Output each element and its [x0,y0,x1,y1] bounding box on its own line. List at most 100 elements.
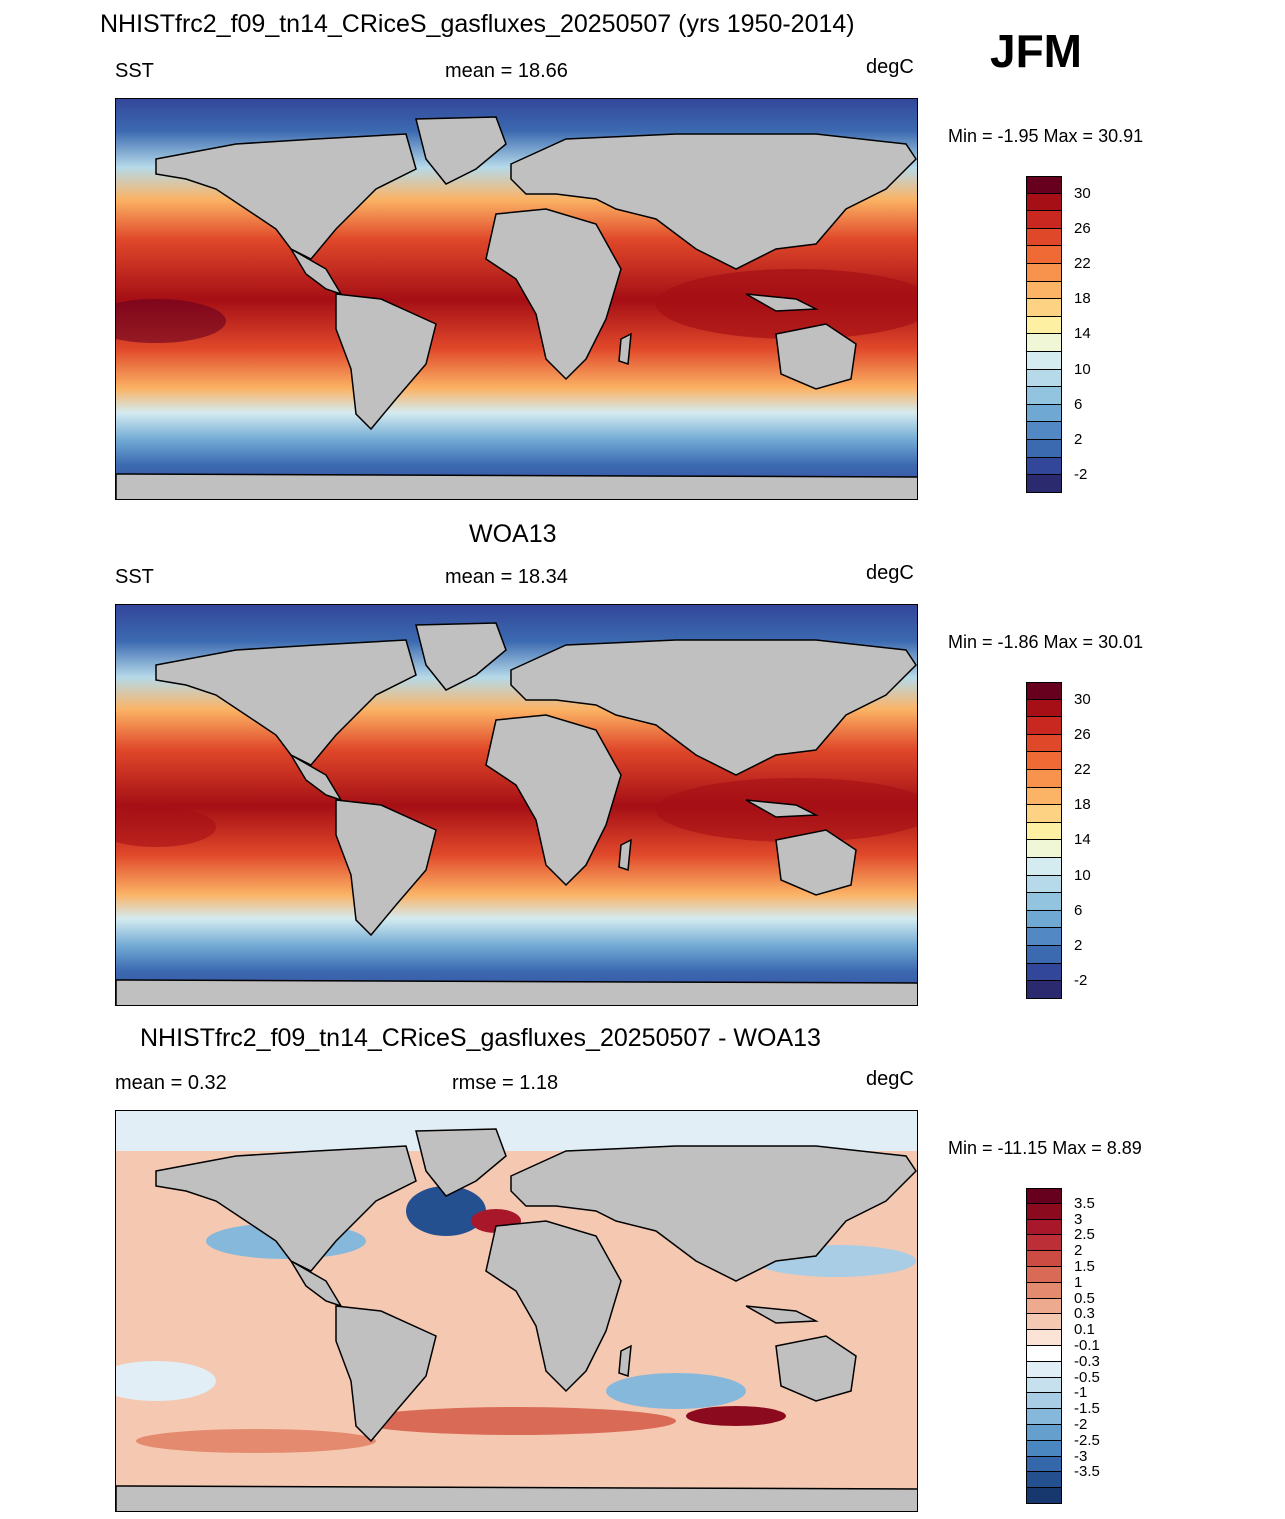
panel1-mean-label: mean = 18.66 [445,60,568,82]
landmass [116,473,917,499]
colorbar-swatch [1026,752,1062,770]
landmass [116,979,917,1005]
colorbar-swatch [1026,404,1062,423]
colorbar-swatch [1026,387,1062,405]
colorbar-swatch [1026,422,1062,440]
colorbar-swatch [1026,457,1062,476]
colorbar-tick-label: -1 [1074,1384,1088,1402]
landmass [335,1305,437,1443]
colorbar-tick-label: -0.5 [1074,1368,1100,1386]
landmass [415,116,507,185]
panel2-map [115,604,918,1006]
panel2-colorbar: 30 26 22 18 14 10 6 2 -2 [1026,682,1091,999]
colorbar-swatch [1026,1298,1062,1315]
colorbar-swatch [1026,1330,1062,1346]
colorbar-tick-label: 0.1 [1074,1321,1095,1339]
figure-title: NHISTfrc2_f09_tn14_CRiceS_gasfluxes_2025… [100,10,855,38]
panel3-rmse-label: rmse = 1.18 [452,1072,559,1094]
colorbar-swatch [1026,299,1062,317]
panel2-variable-label: SST [115,566,154,588]
colorbar-swatch [1026,1425,1062,1441]
colorbar-swatch [1026,193,1062,212]
colorbar-swatch [1026,910,1062,929]
panel1-units-label: degC [866,56,914,78]
landmass [485,714,622,887]
landmass [618,838,632,872]
colorbar-swatch [1026,717,1062,735]
colorbar-tick-label: 0.3 [1074,1305,1095,1323]
colorbar-swatch [1026,770,1062,788]
panel1-colorbar: 30 26 22 18 14 10 6 2 -2 [1026,176,1091,493]
season-label: JFM [990,25,1082,77]
colorbar-tick-label: -3.5 [1074,1463,1100,1481]
panel1-map-graphic [116,99,917,499]
colorbar-swatch [1026,1409,1062,1425]
panel1-min-max: Min = -1.95 Max = 30.91 [948,126,1144,146]
panel3-map-graphic [116,1111,917,1511]
panel2-map-graphic [116,605,917,1005]
colorbar-swatch [1026,875,1062,894]
colorbar-swatch [1026,1219,1062,1236]
colorbar-tick-label: -1.5 [1074,1400,1100,1418]
colorbar-tick-label: 30 [1074,184,1091,202]
colorbar-swatch [1026,682,1062,700]
landmass [335,799,437,937]
colorbar-tick-label: -0.3 [1074,1352,1100,1370]
colorbar-tick-label: 6 [1074,901,1083,919]
colorbar-tick-label: 18 [1074,796,1091,814]
colorbar-swatch [1026,928,1062,946]
colorbar-swatch [1026,734,1062,753]
colorbar-swatch [1026,946,1062,964]
colorbar-swatch [1026,176,1062,194]
colorbar-swatch [1026,699,1062,718]
colorbar-tick-label: 26 [1074,725,1091,743]
colorbar-tick-label: 2.5 [1074,1226,1095,1244]
colorbar-swatch [1026,440,1062,458]
landmass [775,829,857,896]
landmass [288,752,343,802]
colorbar-tick-label: 2 [1074,431,1083,448]
landmass [335,293,437,431]
colorbar-swatch [1026,1472,1062,1489]
colorbar-swatch [1026,1267,1062,1283]
colorbar-tick-label: 10 [1074,866,1091,884]
colorbar-swatch [1026,1456,1062,1473]
colorbar-tick-label: 18 [1074,290,1091,308]
colorbar-swatch [1026,1440,1062,1457]
colorbar-tick-label: 1.5 [1074,1258,1095,1275]
colorbar-swatch [1026,369,1062,388]
panel3-mean-label: mean = 0.32 [115,1072,227,1094]
landmass [288,246,343,296]
landmass [510,1145,917,1282]
landmass [155,133,417,260]
colorbar-tick-label: 10 [1074,360,1091,378]
colorbar-swatch [1026,822,1062,841]
colorbar-swatch [1026,1203,1062,1220]
landmass [415,622,507,691]
colorbar-tick-label: 3 [1074,1210,1083,1228]
panel3-map [115,1110,918,1512]
landmass [155,639,417,766]
colorbar-tick-label: 3.5 [1074,1194,1095,1212]
colorbar-swatch [1026,805,1062,823]
landmass [618,1344,632,1378]
colorbar-swatch [1026,281,1062,300]
colorbar-tick-label: -3 [1074,1447,1088,1465]
colorbar-swatch [1026,1393,1062,1410]
landmass [485,208,622,381]
colorbar-swatch [1026,1346,1062,1362]
panel2-mean-label: mean = 18.34 [445,566,568,588]
landmass [510,133,917,270]
colorbar-tick-label: -2 [1074,1416,1088,1433]
landmass [745,799,819,818]
landmass [288,1258,343,1308]
colorbar-swatch [1026,893,1062,911]
panel3-colorbar: 3.5 3 2.5 2 1.5 1 0.5 0.3 0.1 -0.1 -0.3 -0.5 -1 -1.5-… [1026,1188,1100,1504]
panel2-min-max: Min = -1.86 Max = 30.01 [948,632,1144,652]
colorbar-swatch [1026,264,1062,282]
colorbar-tick-label: 26 [1074,219,1091,237]
landmass [745,293,819,312]
colorbar-swatch [1026,246,1062,264]
colorbar-swatch [1026,316,1062,335]
colorbar-tick-label: 14 [1074,831,1091,849]
